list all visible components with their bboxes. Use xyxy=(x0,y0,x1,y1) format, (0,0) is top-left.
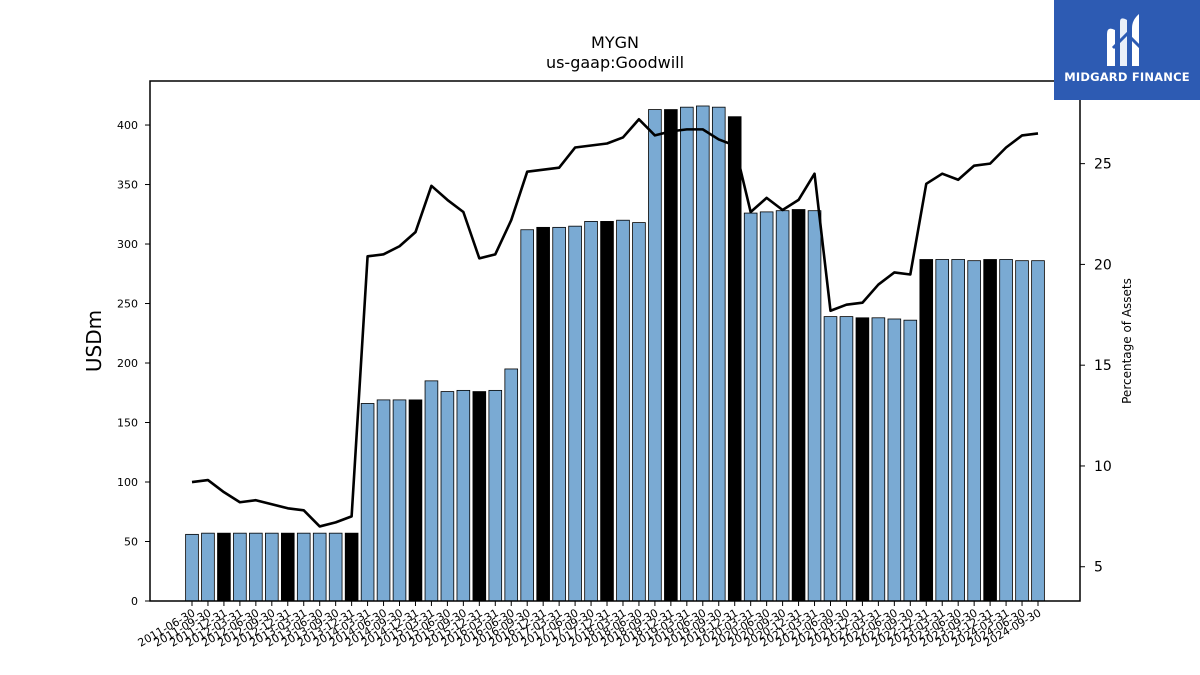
bar-2018-06-30 xyxy=(632,222,646,602)
bar-2015-06-30 xyxy=(440,391,455,602)
bar-2013-03-31 xyxy=(296,532,311,602)
bar-2012-03-31 xyxy=(233,532,247,602)
bar-2014-12-31 xyxy=(408,399,423,602)
y2-tick-label: 5 xyxy=(1094,560,1103,576)
bar-2017-03-31 xyxy=(552,226,566,602)
brand-logo: MIDGARD FINANCE xyxy=(1054,0,1200,100)
bar-2020-06-30 xyxy=(759,211,774,602)
y-tick-label: 350 xyxy=(117,179,138,192)
bar-2023-03-31 xyxy=(935,259,950,602)
brand-name: MIDGARD FINANCE xyxy=(1064,70,1190,84)
bar-2018-12-31 xyxy=(664,109,678,602)
line-layer xyxy=(191,117,1039,528)
bar-2022-09-30 xyxy=(903,319,918,602)
bar-2020-09-30 xyxy=(775,210,790,602)
bar-2017-06-30 xyxy=(568,225,582,602)
bar-2021-12-31 xyxy=(855,317,870,602)
bar-2013-06-30 xyxy=(312,532,327,602)
bar-2012-12-31 xyxy=(280,532,295,602)
bar-2018-09-30 xyxy=(648,109,662,602)
bar-2024-03-31 xyxy=(999,259,1013,602)
percentage-line xyxy=(191,117,1039,528)
y-tick-label: 150 xyxy=(117,417,138,430)
bar-2012-06-30 xyxy=(249,532,263,602)
y2-axis-label: Percentage of Assets xyxy=(1120,278,1134,404)
bar-2015-03-31 xyxy=(424,380,439,602)
y2-tick-label: 20 xyxy=(1094,257,1112,273)
y-axis-label: USDm xyxy=(82,310,106,372)
y-tick-label: 200 xyxy=(117,357,138,370)
bar-2014-06-30 xyxy=(376,399,391,602)
bar-2014-03-31 xyxy=(360,403,375,602)
bar-2023-09-30 xyxy=(967,260,981,602)
y-tick-label: 50 xyxy=(124,536,138,549)
bar-2024-06-30 xyxy=(1015,260,1029,602)
bar-2016-09-30 xyxy=(520,229,534,602)
bar-2023-06-30 xyxy=(951,259,965,602)
bar-2022-06-30 xyxy=(887,318,902,602)
axes-layer: 0501001502002503003504005101520252011-06… xyxy=(117,80,1112,650)
bar-2011-09-30 xyxy=(201,532,215,602)
bar-2015-09-30 xyxy=(456,389,471,602)
y2-tick-label: 25 xyxy=(1094,157,1112,173)
bars-layer xyxy=(185,105,1045,602)
bar-2011-06-30 xyxy=(185,533,199,602)
bar-2013-12-31 xyxy=(344,532,359,602)
bar-2021-09-30 xyxy=(839,316,854,602)
bar-2022-12-31 xyxy=(919,259,934,602)
bar-2019-09-30 xyxy=(711,106,726,602)
y-tick-label: 100 xyxy=(117,476,138,489)
bar-2021-03-31 xyxy=(807,210,822,602)
bar-2013-09-30 xyxy=(328,532,343,602)
bar-2014-09-30 xyxy=(392,399,407,602)
bar-2019-06-30 xyxy=(696,105,710,602)
bar-2016-12-31 xyxy=(536,226,550,602)
chart-subtitle: us-gaap:Goodwill xyxy=(546,53,684,72)
bar-2020-03-31 xyxy=(743,212,758,602)
bar-2023-12-31 xyxy=(983,259,997,602)
bar-2020-12-31 xyxy=(791,209,806,602)
midgard-logo-icon xyxy=(1107,14,1143,67)
bar-2017-09-30 xyxy=(584,221,598,602)
bar-2017-12-31 xyxy=(600,221,614,602)
bar-2022-03-31 xyxy=(871,317,886,602)
y2-tick-label: 15 xyxy=(1094,358,1112,374)
bar-2011-12-31 xyxy=(217,532,231,602)
y-tick-label: 300 xyxy=(117,238,138,251)
bar-2019-03-31 xyxy=(680,106,694,602)
bar-2016-06-30 xyxy=(504,368,519,602)
chart-title: MYGN xyxy=(591,33,639,52)
y-tick-label: 400 xyxy=(117,119,138,132)
bar-2024-09-30 xyxy=(1031,260,1045,602)
y-tick-label: 0 xyxy=(131,595,138,608)
bar-2016-03-31 xyxy=(488,389,503,602)
bar-2019-12-31 xyxy=(727,116,742,602)
bar-2015-12-31 xyxy=(472,391,487,602)
bar-2021-06-30 xyxy=(823,316,838,602)
plot-frame xyxy=(149,80,1081,602)
bar-2012-09-30 xyxy=(265,532,279,602)
bar-2018-03-31 xyxy=(616,219,630,602)
y2-tick-label: 10 xyxy=(1094,459,1112,475)
y-tick-label: 250 xyxy=(117,298,138,311)
